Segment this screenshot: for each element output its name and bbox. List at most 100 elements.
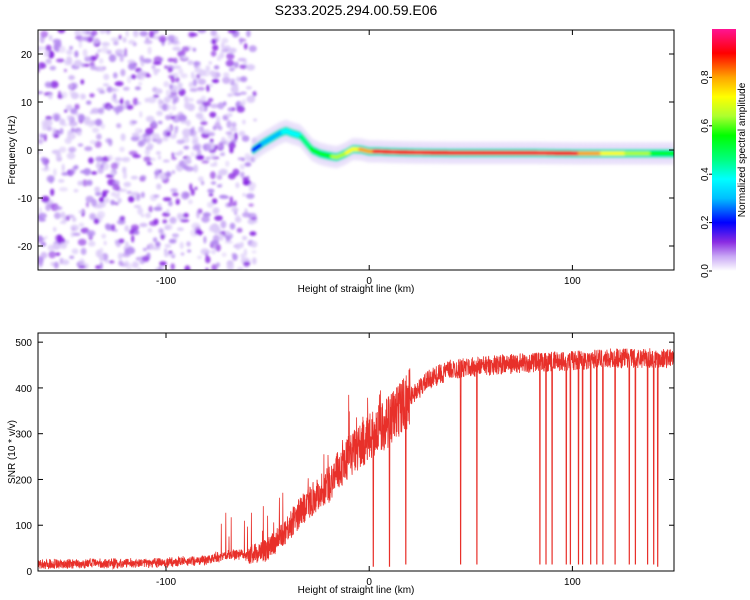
spectrogram-noise-blob — [182, 129, 190, 138]
spectrogram-noise-blob — [66, 152, 76, 160]
spectrogram-noise-blob — [226, 262, 234, 270]
spectrogram-noise-blob — [110, 170, 116, 176]
spectrogram-noise-blob — [209, 111, 217, 118]
spectrogram-noise-blob — [221, 252, 227, 257]
spectrogram-noise-blob — [59, 242, 67, 249]
spectrogram-noise-blob — [124, 225, 129, 232]
spectrogram-noise-blob — [53, 41, 61, 47]
spectrogram-noise-blob — [58, 90, 62, 97]
spectrogram-noise-blob — [170, 263, 175, 270]
spectrogram-noise-blob — [101, 233, 107, 239]
spectrogram-noise-blob — [42, 161, 48, 166]
spectrogram-noise-blob — [235, 214, 241, 223]
spectrogram-noise-blob — [203, 69, 210, 77]
spectrogram-noise-blob — [89, 93, 95, 98]
spectrogram-noise-blob — [195, 155, 205, 160]
spectrogram-noise-blob — [110, 87, 120, 93]
spectrogram-noise-blob — [246, 193, 255, 200]
spectrogram-noise-blob — [45, 164, 49, 170]
spectrogram-noise-blob — [89, 140, 97, 145]
spectrogram-noise-blob — [178, 68, 184, 75]
spectrogram-noise-blob — [215, 243, 221, 252]
spectrogram-noise-blob — [102, 103, 106, 110]
spectrogram-noise-blob — [213, 65, 220, 70]
spectrogram-noise-blob — [171, 170, 175, 174]
spectrogram-noise-blob — [141, 191, 145, 198]
spectrogram-x-label: Height of straight line (km) — [298, 284, 415, 295]
spectrogram-noise-blob — [55, 252, 61, 257]
spectrogram-noise-blob — [58, 146, 67, 153]
spectrogram-noise-blob — [189, 32, 198, 37]
spectrogram-noise-blob — [198, 229, 202, 236]
spectrogram-noise-blob — [223, 72, 230, 78]
spectrogram-noise-blob — [66, 116, 73, 121]
spectrogram-noise-blob — [184, 101, 191, 110]
spectrogram-noise-blob — [40, 157, 47, 162]
spectrogram-noise-blob — [74, 30, 81, 36]
spectrogram-noise-blob — [229, 113, 233, 117]
spectrogram-noise-blob — [72, 232, 81, 236]
spectrogram-noise-blob — [147, 142, 152, 151]
spectrogram-noise-blob — [105, 30, 111, 35]
spectrogram-noise-blob — [70, 224, 79, 232]
spectrogram-noise-blob — [99, 261, 104, 270]
spectrogram-noise-blob — [212, 207, 220, 214]
snr-plot-area — [38, 348, 674, 570]
spectrogram-noise-blob — [70, 127, 75, 133]
spectrogram-noise-blob — [140, 174, 147, 180]
spectrogram-noise-blob — [146, 161, 153, 166]
spectrogram-noise-blob — [77, 180, 83, 186]
spectrogram-noise-blob — [98, 196, 105, 203]
y-tick-label: 400 — [15, 384, 32, 395]
spectrogram-noise-blob — [220, 42, 225, 50]
spectrogram-noise-blob — [219, 145, 224, 151]
spectrogram-noise-blob — [78, 210, 84, 214]
spectrogram-noise-blob — [48, 94, 53, 100]
spectrogram-noise-blob — [221, 37, 229, 44]
snr-x-label: Height of straight line (km) — [298, 585, 415, 596]
spectrogram-noise-blob — [141, 213, 145, 218]
spectrogram-noise-blob — [48, 250, 56, 259]
x-tick-label: 0 — [366, 276, 372, 287]
spectrogram-noise-blob — [58, 45, 66, 54]
spectrogram-noise-blob — [236, 105, 245, 113]
y-tick-label: 300 — [15, 430, 32, 441]
spectrogram-noise-blob — [85, 195, 94, 203]
spectrogram-noise-blob — [148, 242, 154, 250]
spectrogram-noise-blob — [198, 104, 205, 113]
spectrogram-noise-blob — [154, 170, 161, 176]
y-tick-label: 20 — [21, 50, 33, 61]
spectrogram-noise-blob — [118, 188, 128, 192]
spectrogram-noise-blob — [91, 30, 98, 36]
spectrogram-noise-blob — [143, 39, 153, 45]
spectrogram-noise-blob — [224, 230, 231, 236]
spectrogram-noise-blob — [205, 256, 211, 264]
spectrogram-frame — [37, 29, 675, 271]
spectrogram-noise-blob — [119, 146, 125, 152]
spectrogram-noise-blob — [251, 250, 257, 254]
spectrogram-noise-blob — [164, 224, 173, 231]
spectrogram-noise-blob — [237, 57, 247, 62]
spectrogram-noise-blob — [123, 171, 127, 180]
spectrogram-noise-blob — [231, 207, 239, 213]
spectrogram-noise-blob — [119, 99, 124, 104]
spectrogram-noise-blob — [172, 40, 181, 46]
spectrogram-noise-blob — [190, 151, 195, 157]
spectrogram-noise-blob — [164, 65, 168, 69]
spectrogram-noise-blob — [211, 78, 220, 84]
spectrogram-noise-blob — [225, 160, 230, 167]
x-tick-label: -100 — [156, 276, 176, 287]
spectrogram-noise-blob — [234, 82, 239, 89]
spectrogram-noise-blob — [94, 140, 102, 148]
spectrogram-noise-blob — [197, 126, 202, 134]
spectrogram-noise-blob — [143, 156, 151, 163]
spectrogram-noise-blob — [220, 220, 227, 229]
spectrogram-noise-blob — [172, 97, 176, 105]
spectrogram-noise-blob — [44, 235, 48, 240]
spectrogram-noise-blob — [152, 246, 161, 251]
spectrogram-noise-blob — [147, 46, 152, 55]
spectrogram-noise-blob — [73, 189, 79, 193]
spectrogram-noise-blob — [231, 121, 237, 128]
spectrogram-noise-blob — [243, 43, 248, 50]
